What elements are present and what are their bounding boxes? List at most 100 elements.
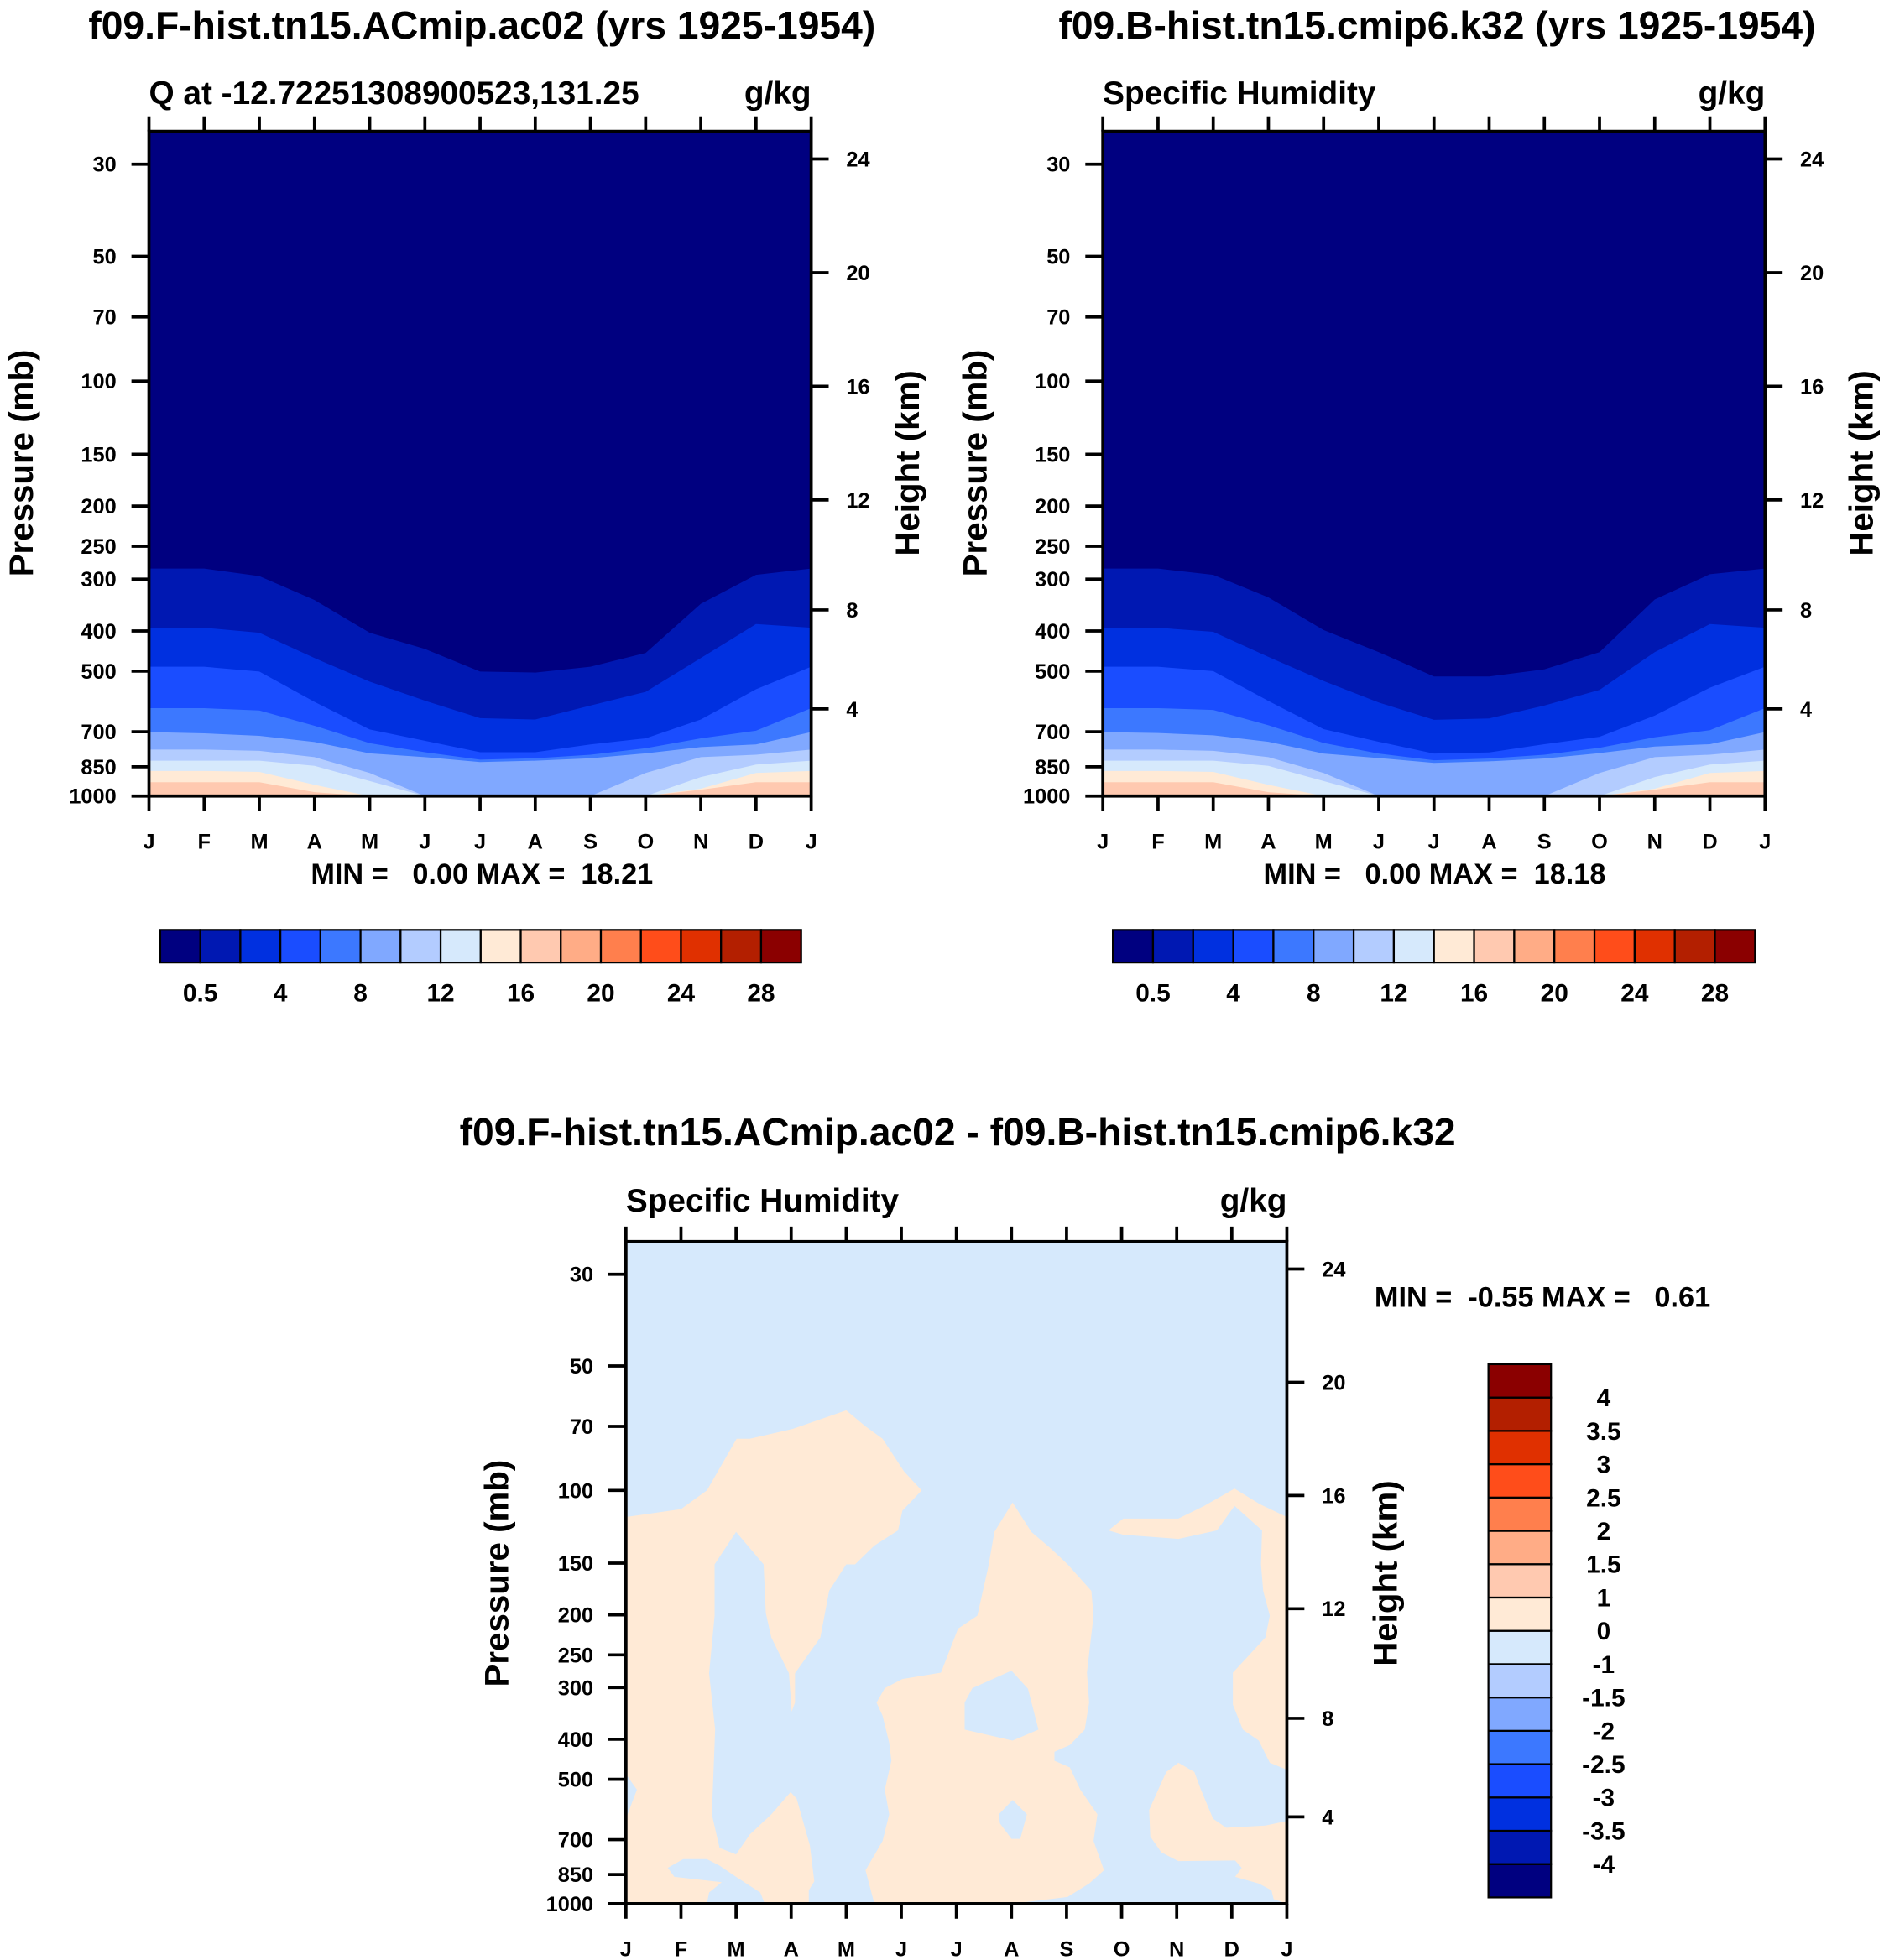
x-tick-label: J <box>1097 830 1109 853</box>
x-tick-label: J <box>1373 830 1385 853</box>
colorbar-label: 0.5 <box>1135 979 1170 1007</box>
y-tick-label: 50 <box>93 245 117 268</box>
y-tick-label: 70 <box>1046 306 1070 330</box>
panel-k32-climatology: Specific Humidity g/kg J F M A M J J A S O N D J 30 50 70… <box>956 76 1880 1008</box>
colorbar-box <box>1232 929 1275 964</box>
colorbar-box <box>1473 929 1516 964</box>
colorbar-label: 4 <box>1226 979 1240 1007</box>
colorbar-label: 2 <box>1597 1518 1611 1546</box>
colorbar-label: 4 <box>274 979 288 1007</box>
x-tick-label: A <box>307 830 322 853</box>
colorbar-box <box>279 929 321 964</box>
y-tick-label: 700 <box>81 721 116 744</box>
colorbar-label: 0 <box>1597 1618 1611 1645</box>
y-tick-label: 250 <box>558 1644 593 1667</box>
x-tick-label: S <box>583 830 598 853</box>
y-tick-label: 30 <box>1046 154 1070 177</box>
colorbar-box <box>1192 929 1234 964</box>
y-axis-title-right: Height (km) <box>889 370 926 555</box>
x-tick-label: J <box>895 1938 907 1960</box>
colorbar-box <box>680 929 723 964</box>
y-tick-label: 30 <box>570 1264 593 1287</box>
colorbar-box <box>1487 1363 1553 1399</box>
y-tick-label: 150 <box>81 443 116 467</box>
x-tick-label: J <box>951 1938 963 1960</box>
y-tick-label: 300 <box>81 568 116 592</box>
contour-fills <box>1103 131 1766 796</box>
colorbar-box <box>560 929 603 964</box>
colorbar-box <box>1487 1396 1553 1432</box>
x-tick-label: N <box>1647 830 1662 853</box>
colorbar-label: 12 <box>1380 979 1407 1007</box>
colorbar-box <box>519 929 562 964</box>
y-tick-label: 70 <box>570 1415 593 1439</box>
y-tick-label: 850 <box>558 1864 593 1887</box>
x-tick-label: M <box>250 830 268 853</box>
colorbar-box <box>1433 929 1475 964</box>
colorbar-label: 8 <box>1307 979 1321 1007</box>
x-tick-label: D <box>1224 1938 1239 1960</box>
height-tick-label: 12 <box>1800 489 1824 513</box>
colorbar-box <box>1151 929 1194 964</box>
colorbar-box <box>479 929 522 964</box>
colorbar-label: -2.5 <box>1582 1751 1625 1779</box>
colorbar-label: -3 <box>1593 1785 1615 1812</box>
contour-fills <box>625 1241 1287 1904</box>
y-axis-title-right: Height (km) <box>1367 1480 1405 1665</box>
colorbar-label: 1.5 <box>1586 1551 1620 1579</box>
y-axis-title: Pressure (mb) <box>956 350 994 577</box>
height-tick-label: 20 <box>1800 262 1824 285</box>
y-tick-label: 300 <box>1035 568 1070 592</box>
colorbar-label: 1 <box>1597 1584 1611 1612</box>
plot-subtitle: Specific Humidity <box>1103 76 1376 112</box>
colorbar-box <box>319 929 362 964</box>
panel2-title: f09.B-hist.tn15.cmip6.k32 (yrs 1925-1954… <box>1058 3 1815 47</box>
colorbar-label: 24 <box>667 979 696 1007</box>
x-tick-label: A <box>784 1938 799 1960</box>
x-tick-label: N <box>1169 1938 1184 1960</box>
x-tick-label: F <box>675 1938 687 1960</box>
height-tick-label: 12 <box>1322 1598 1345 1621</box>
colorbar-box <box>1487 1530 1553 1566</box>
colorbar-box <box>639 929 682 964</box>
colorbar-box <box>199 929 242 964</box>
colorbar-box <box>1673 929 1716 964</box>
colorbar-box <box>359 929 402 964</box>
x-tick-label: J <box>419 830 431 853</box>
y-tick-label: 1000 <box>69 785 116 809</box>
colorbar-label: -1 <box>1593 1651 1615 1679</box>
y-tick-label: 50 <box>570 1355 593 1379</box>
panel-ac02-climatology: Q at -12.72251308900523,131.25 g/kg J F M A M J… <box>3 76 926 1008</box>
x-tick-label: F <box>198 830 211 853</box>
x-tick-label: A <box>1004 1938 1019 1960</box>
contour-band-above-16 <box>1103 782 1766 796</box>
x-tick-label: O <box>1114 1938 1130 1960</box>
height-tick-label: 16 <box>1800 375 1824 399</box>
y-tick-label: 100 <box>558 1479 593 1503</box>
contour-band-above-14 <box>149 770 812 796</box>
colorbar: 0.5 4 8 12 16 20 24 28 <box>159 929 802 1007</box>
colorbar-box <box>439 929 482 964</box>
colorbar-label: 3.5 <box>1586 1418 1620 1446</box>
y-tick-label: 300 <box>558 1676 593 1700</box>
y-tick-label: 500 <box>81 660 116 684</box>
x-tick-label: O <box>637 830 654 853</box>
y-tick-label: 150 <box>1035 443 1070 467</box>
y-tick-label: 850 <box>81 756 116 779</box>
colorbar-label: 28 <box>747 979 775 1007</box>
min-max-stats: MIN = 0.00 MAX = 18.18 <box>1264 858 1606 890</box>
colorbar-box <box>1487 1462 1553 1499</box>
colorbar-box <box>1633 929 1676 964</box>
x-tick-label: S <box>1537 830 1552 853</box>
x-tick-label: O <box>1591 830 1608 853</box>
y-tick-label: 30 <box>93 154 117 177</box>
colorbar-box <box>239 929 282 964</box>
height-tick-label: 4 <box>1800 698 1812 722</box>
height-tick-label: 4 <box>1322 1806 1333 1829</box>
colorbar-label: -2 <box>1593 1718 1615 1745</box>
y-tick-label: 700 <box>1035 721 1070 744</box>
colorbar-box <box>1487 1696 1553 1732</box>
colorbar-box <box>1487 1829 1553 1865</box>
colorbar-box <box>1487 1763 1553 1799</box>
contour-region-positive <box>865 1502 1104 1904</box>
